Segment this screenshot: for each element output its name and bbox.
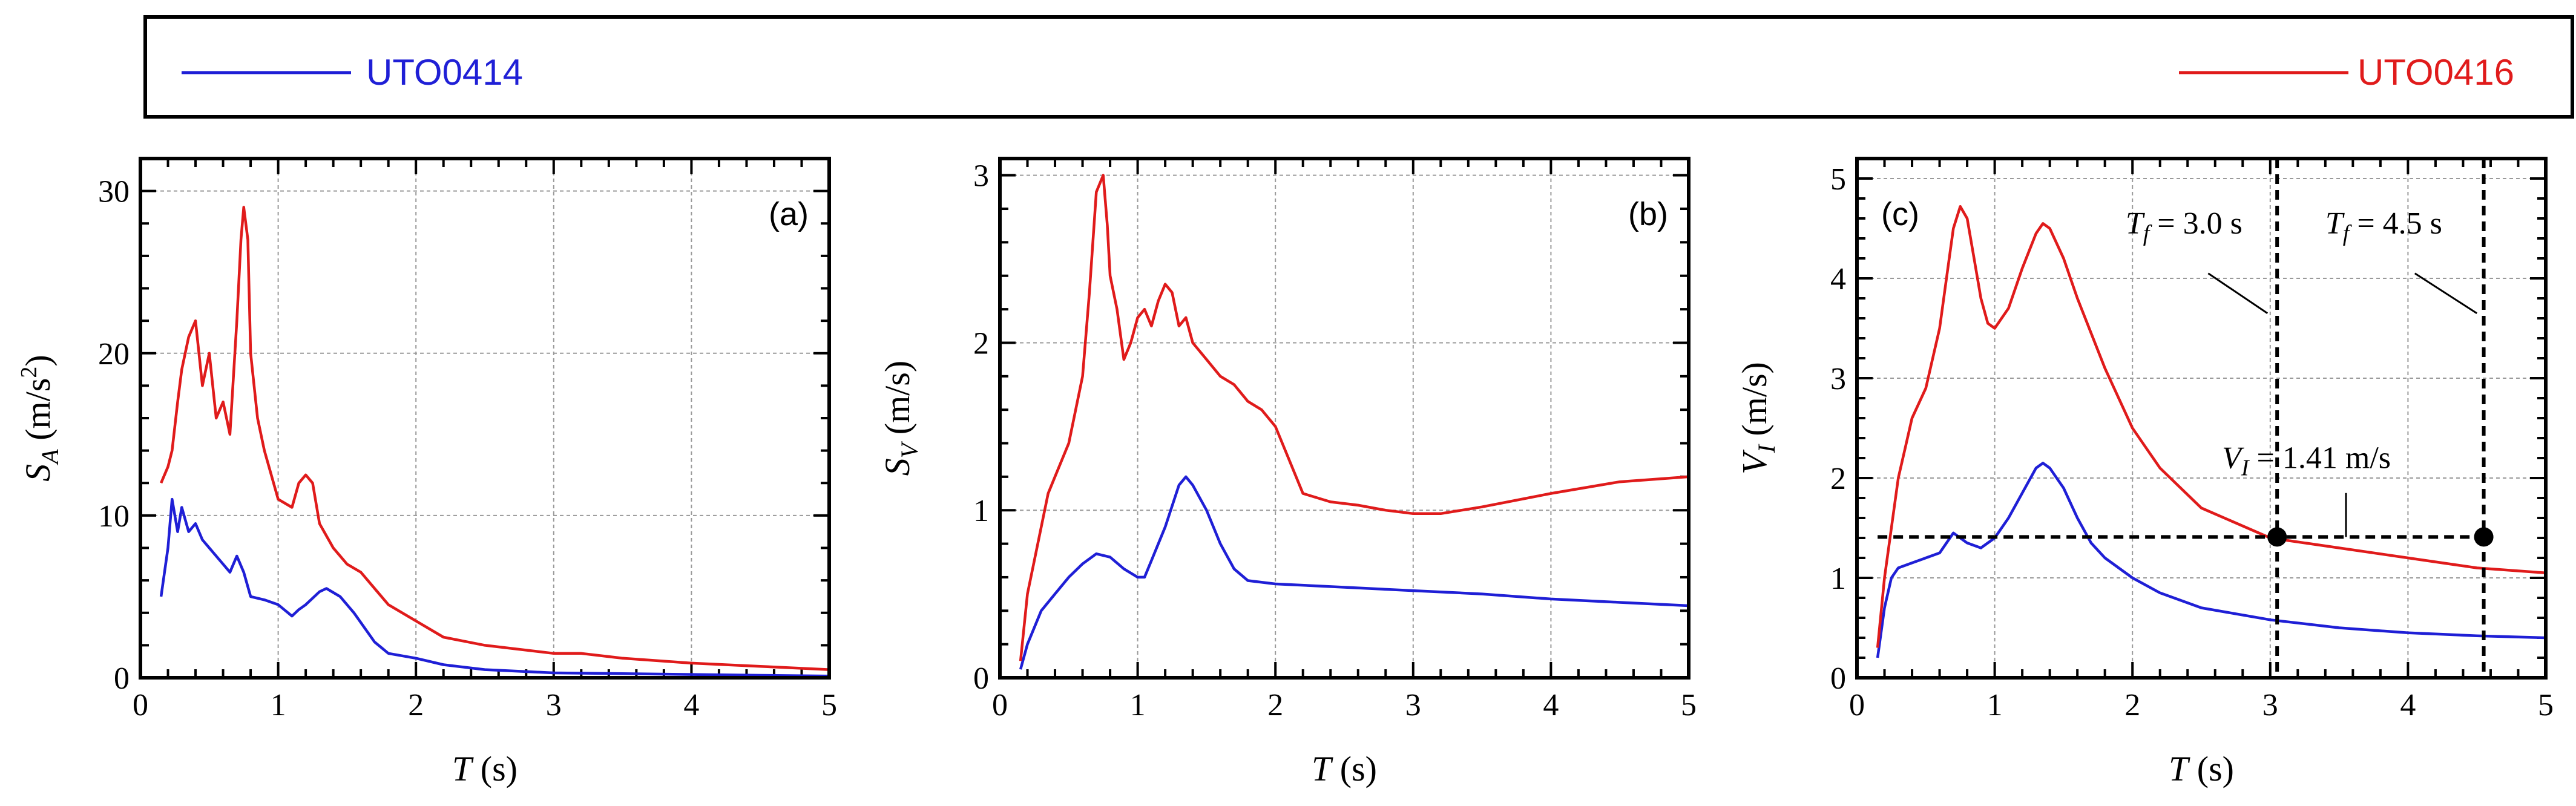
plot-frame [998, 157, 1690, 680]
y-tick-label: 4 [1830, 262, 1846, 297]
x-tick-label: 5 [1681, 688, 1697, 722]
series-line-uto0414 [1876, 462, 2546, 658]
x-tick-label: 4 [2400, 688, 2416, 722]
vi-label: VI = 1.41 m/s [2222, 441, 2391, 481]
y-tick-label: 10 [98, 499, 130, 534]
y-tick-label: 2 [973, 326, 989, 361]
panel-a: 0 1 2 3 4 5 0 10 20 30 (a) T (s) SA (m/s2) [16, 157, 837, 788]
y-tick-label: 0 [1830, 661, 1846, 696]
y-tick-label: 3 [973, 159, 989, 194]
legend-frame [143, 15, 2574, 119]
x-tick-label: 4 [683, 688, 699, 722]
series-line-uto0414 [159, 497, 830, 678]
series-line-uto0416 [160, 206, 830, 671]
series-line-uto0416 [1876, 205, 2546, 648]
panel-b: 0 1 2 3 4 5 0 1 2 3 (b) T (s) SV (m/s) [878, 157, 1697, 788]
y-tick-label: 1 [973, 494, 989, 528]
y-tick-label: 2 [1830, 462, 1846, 496]
y-tick-label: 30 [98, 175, 130, 209]
series-line-uto0414 [1019, 475, 1689, 670]
x-tick-label: 3 [2262, 688, 2278, 722]
x-tick-label: 2 [2124, 688, 2140, 722]
x-tick-label: 0 [133, 688, 148, 722]
y-tick-label: 3 [1830, 362, 1846, 396]
x-axis-label: T (s) [452, 749, 518, 788]
x-tick-label: 1 [271, 688, 286, 722]
panel-tag: (c) [1881, 196, 1919, 232]
tf1-label: Tf = 3.0 s [2126, 206, 2242, 246]
x-tick-label: 1 [1130, 688, 1146, 722]
legend-label-uto0414: UTO0414 [366, 52, 523, 93]
plot-frame [1855, 157, 2548, 680]
panel-tag: (a) [769, 196, 809, 232]
y-axis-label: VI (m/s) [1735, 362, 1780, 474]
x-axis-label: T (s) [1312, 749, 1377, 788]
x-tick-label: 3 [546, 688, 562, 722]
y-tick-label: 5 [1830, 162, 1846, 197]
vi-marker-1 [2267, 527, 2287, 547]
y-axis-label: SA (m/s2) [16, 355, 64, 481]
x-axis-label: T (s) [2169, 749, 2234, 788]
panel-tag: (b) [1628, 196, 1668, 232]
x-tick-label: 5 [2538, 688, 2554, 722]
y-axis-label: SV (m/s) [878, 361, 923, 476]
legend-label-uto0416: UTO0416 [2358, 52, 2514, 93]
y-tick-label: 20 [98, 337, 130, 372]
x-tick-label: 4 [1543, 688, 1559, 722]
tf1-leader [2207, 272, 2269, 314]
x-tick-label: 2 [408, 688, 424, 722]
x-tick-label: 0 [992, 688, 1008, 722]
tf2-leader [2414, 272, 2478, 315]
x-tick-label: 2 [1267, 688, 1283, 722]
vi-marker-2 [2474, 527, 2494, 547]
tf2-label: Tf = 4.5 s [2325, 206, 2442, 246]
y-tick-label: 1 [1830, 562, 1846, 596]
x-tick-label: 1 [1987, 688, 2003, 722]
panel-c: Tf = 3.0 s Tf = 4.5 s VI = 1.41 m/s 0 1 2 3 4 5 0… [1735, 157, 2554, 788]
plot-frame [139, 157, 831, 680]
x-tick-label: 0 [1849, 688, 1865, 722]
legend: UTO0414 UTO0416 [143, 15, 2574, 119]
y-tick-label: 0 [114, 661, 130, 696]
y-tick-label: 0 [973, 661, 989, 696]
x-tick-label: 5 [821, 688, 837, 722]
x-tick-label: 3 [1405, 688, 1421, 722]
series-line-uto0416 [1019, 174, 1689, 661]
